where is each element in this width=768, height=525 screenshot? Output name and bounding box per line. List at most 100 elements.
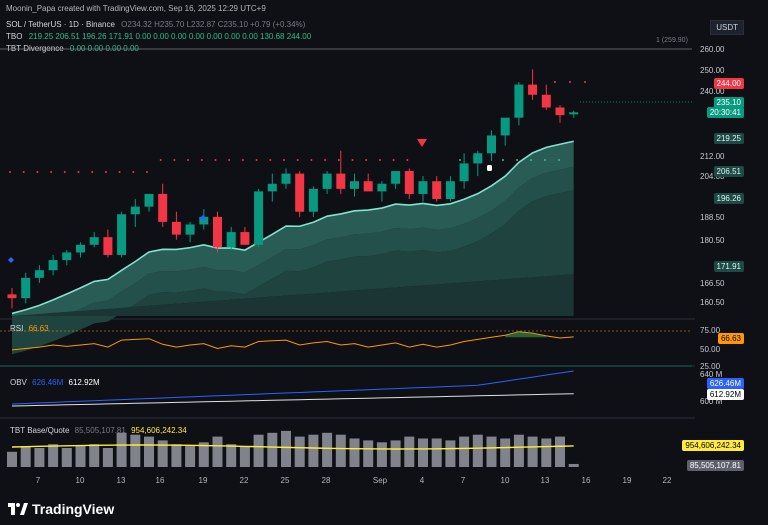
candle-body (391, 171, 401, 184)
time-tick: 10 (75, 476, 85, 485)
candle-body (254, 191, 264, 245)
volume-bar (212, 436, 223, 467)
price-tick: 180.50 (700, 236, 725, 245)
candle-body (569, 112, 579, 115)
candle-body (473, 153, 483, 164)
resistance-dot (36, 171, 39, 173)
time-tick: 22 (662, 476, 672, 485)
volume-bar (555, 436, 565, 467)
price-tick: 166.50 (700, 279, 725, 288)
rsi-title: RSI (10, 324, 24, 333)
candle-body (418, 181, 428, 194)
time-tick: 10 (500, 476, 510, 485)
tbo-band-base (12, 274, 574, 316)
volume-bar (308, 434, 319, 467)
volume-bar (102, 448, 113, 467)
volume-bar (472, 434, 483, 467)
candle-body (226, 232, 236, 248)
volume-bar (89, 444, 100, 467)
price-tag-244: 244.00 (713, 78, 744, 89)
candle-body (76, 244, 85, 253)
volume-bar (226, 444, 237, 467)
tradingview-logo-icon (8, 503, 28, 515)
volume-bar (486, 436, 497, 467)
candle-body (240, 232, 250, 245)
candle-body (199, 216, 209, 225)
resistance-dot (187, 159, 190, 161)
resistance-dot (214, 159, 217, 161)
resistance-dot (351, 159, 354, 161)
candle-body (158, 193, 168, 222)
resistance-dot (255, 159, 258, 161)
volume-bar (281, 430, 291, 467)
price-tag-current: 235.10 (713, 97, 744, 108)
resistance-dot (269, 159, 272, 161)
obv-legend[interactable]: OBV 626.46M 612.92M (10, 378, 100, 387)
obv-ma-value: 612.92M (68, 378, 100, 387)
obv-line (11, 370, 574, 405)
volume-bar (541, 438, 552, 467)
volume-bar (527, 436, 538, 467)
resistance-dot (173, 159, 176, 161)
obv-tag: 626.46M (706, 378, 744, 389)
resistance-dot (118, 171, 121, 173)
volume-bar (48, 444, 59, 467)
resistance-dot (365, 159, 368, 161)
tbo-legend[interactable]: TBO 219.25 206.51 196.26 171.91 0.00 0.0… (6, 32, 311, 41)
obv-title: OBV (10, 378, 27, 387)
candle-body (404, 171, 414, 194)
brand-name: TradingView (32, 501, 115, 517)
resistance-dot (310, 159, 313, 161)
tbo-band-mid (12, 166, 574, 355)
divergence-values: 0.00 0.00 0.00 0.00 (69, 44, 139, 53)
volume-ma-line (11, 444, 574, 450)
candle-body (171, 221, 181, 235)
support-dot (516, 159, 518, 161)
time-axis[interactable] (0, 470, 695, 490)
volume-bar (267, 432, 278, 467)
rsi-tick: 25.00 (700, 362, 721, 371)
candle-body (144, 193, 154, 207)
rsi-value: 66.63 (28, 324, 49, 333)
time-tick: 19 (622, 476, 632, 485)
candle-body (117, 214, 127, 255)
volume-bar (239, 446, 250, 467)
candle-body (21, 277, 31, 299)
volume-bar (431, 438, 442, 467)
price-tag-band1: 219.25 (713, 133, 744, 144)
resistance-dot (584, 81, 586, 83)
candle-body (130, 206, 140, 215)
divergence-label: TBT Divergence (6, 44, 64, 53)
tbo-label: TBO (6, 32, 23, 41)
chart-credit: Moonin_Papa created with TradingView.com… (6, 4, 266, 13)
currency-button[interactable]: USDT (710, 20, 744, 35)
candle-body (336, 173, 346, 189)
ohlc-readout: O234.32 H235.70 L232.87 C235.10 +0.79 (+… (121, 20, 306, 29)
volume-value: 85,505,107.81 (74, 426, 126, 435)
symbol-title[interactable]: SOL / TetherUS · 1D · Binance (6, 20, 115, 29)
candle-body (103, 237, 113, 255)
support-dot (558, 159, 560, 161)
divergence-legend[interactable]: TBT Divergence 0.00 0.00 0.00 0.00 (6, 44, 139, 53)
volume-bar (7, 451, 17, 467)
tradingview-logo[interactable]: TradingView (8, 501, 114, 517)
volume-bar (294, 436, 305, 467)
volume-bar (116, 432, 127, 467)
volume-bar (20, 446, 31, 467)
candle-body (7, 294, 17, 299)
candle-body (281, 173, 291, 184)
volume-bar (459, 436, 470, 467)
volume-bar (198, 442, 209, 467)
tbo-band-upper (12, 141, 574, 334)
price-tag-band4: 171.91 (713, 261, 744, 272)
rsi-legend[interactable]: RSI 66.63 (10, 324, 49, 333)
resistance-dot (554, 81, 556, 83)
candle-body (213, 216, 222, 248)
resistance-dot (132, 171, 135, 173)
volume-title: TBT Base/Quote (10, 426, 70, 435)
price-tag-band2: 206.51 (713, 166, 744, 177)
volume-legend[interactable]: TBT Base/Quote 85,505,107.81 954,606,242… (10, 426, 187, 435)
volume-tag: 85,505,107.81 (686, 460, 744, 471)
resistance-dot (159, 159, 162, 161)
